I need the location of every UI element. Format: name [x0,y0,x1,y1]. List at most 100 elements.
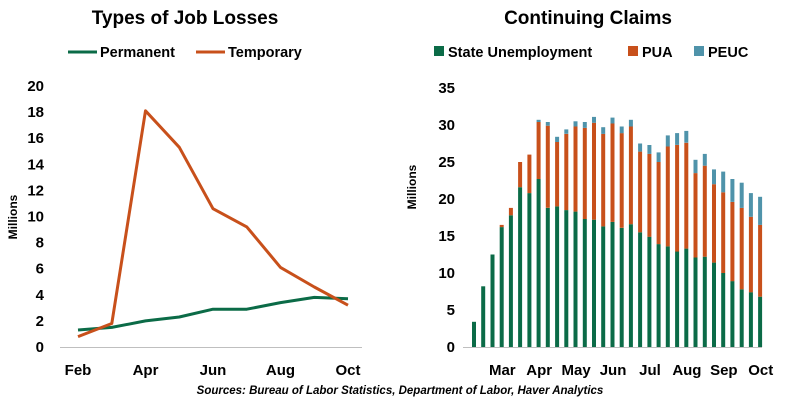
bar-segment-state-unemployment [518,187,523,347]
bar-segment-state-unemployment [675,251,680,347]
right-y-tick-label: 10 [438,265,455,282]
bar-segment-state-unemployment [638,232,643,347]
bar-segment-pua [702,165,707,257]
left-chart-title: Types of Job Losses [92,8,279,29]
bar-segment-pua [545,125,550,208]
legend-swatch-pua [628,46,638,56]
left-x-tick-label: Apr [133,362,159,379]
bar-segment-peuc [582,122,587,128]
right-x-tick-label: Aug [672,362,701,379]
bar-segment-peuc [592,116,596,123]
bar-segment-peuc [610,117,615,124]
bar-segment-state-unemployment [656,244,661,347]
bar-segment-pua [518,162,523,188]
legend-swatch-peuc [694,46,704,56]
bar-segment-state-unemployment [758,296,763,347]
left-y-tick-labels: 0 2 4 6 8 10 12 14 16 18 20 [27,78,44,356]
right-chart-title: Continuing Claims [504,8,672,29]
legend-label-pua: PUA [642,45,673,61]
left-x-tick-label: Feb [65,362,92,379]
bar-segment-state-unemployment [573,211,578,347]
bar-segment-state-unemployment [721,273,726,347]
right-x-tick-label: Jun [600,362,627,379]
bar-segment-peuc [702,153,707,166]
bar-segment-pua [499,224,504,228]
left-x-tick-label: Aug [266,362,295,379]
legend-label-permanent: Permanent [100,45,175,61]
left-y-tick-label: 2 [36,313,44,330]
bar-segment-peuc [619,126,624,134]
bar-segment-peuc [638,143,643,152]
bar-segment-state-unemployment [508,215,513,347]
bar-segment-peuc [564,129,569,134]
bar-segment-state-unemployment [712,262,716,347]
right-legend: State Unemployment PUA PEUC [434,45,749,61]
left-x-tick-labels: Feb Apr Jun Aug Oct [65,362,361,379]
right-x-tick-label: Sep [710,362,738,379]
left-y-tick-label: 20 [27,78,44,95]
right-y-tick-label: 5 [447,302,455,319]
bar-segment-state-unemployment [592,219,596,347]
bar-segment-peuc [730,179,735,202]
bar-segment-state-unemployment [536,179,541,347]
bar-segment-peuc [628,119,633,127]
left-y-tick-label: 0 [36,339,44,356]
bar-segment-state-unemployment [748,292,753,347]
legend-label-temporary: Temporary [228,45,302,61]
bar-segment-state-unemployment [481,286,486,347]
right-y-tick-label: 15 [438,228,455,245]
bar-segment-peuc [693,159,698,174]
left-y-tick-label: 4 [36,287,45,304]
right-y-axis-label: Millions [405,164,419,209]
right-x-tick-label: Mar [489,362,516,379]
bar-segment-pua [665,146,670,247]
series-line-permanent [77,295,349,332]
bar-segment-state-unemployment [739,289,744,347]
bar-segment-pua [508,207,513,216]
bar-segment-state-unemployment [610,221,615,347]
bar-segment-state-unemployment [693,257,698,347]
bar-segment-state-unemployment [730,281,735,347]
bar-segment-state-unemployment [619,227,624,347]
bar-segment-peuc [748,193,753,217]
bar-segment-peuc [647,145,652,154]
bar-segment-pua [748,216,753,293]
left-x-tick-label: Jun [200,362,227,379]
bar-segment-pua [601,133,606,227]
legend-swatch-state-unemployment [434,46,444,56]
left-x-tick-label: Oct [335,362,360,379]
bar-segment-state-unemployment [555,206,560,347]
bar-segment-pua [730,202,735,282]
bar-segment-pua [536,122,541,179]
bar-segment-state-unemployment [545,207,550,347]
left-y-tick-label: 8 [36,235,44,252]
bar-segment-pua [675,145,680,252]
bar-segment-pua [527,154,532,194]
bar-segment-peuc [739,182,744,208]
right-x-tick-label: May [562,362,592,379]
right-y-tick-label: 30 [438,117,455,134]
bar-segment-pua [628,126,633,225]
bar-segment-state-unemployment [499,227,504,347]
right-y-tick-labels: 0 5 10 15 20 25 30 35 [438,80,455,356]
bar-segment-peuc [573,121,578,127]
left-chart: Types of Job Losses Permanent Temporary … [6,8,362,379]
series-line-temporary [77,109,349,338]
bar-segment-state-unemployment [472,321,476,347]
right-plot-area [472,116,763,347]
legend-label-state-unemployment: State Unemployment [448,45,592,61]
bar-segment-peuc [555,136,560,142]
bar-segment-peuc [721,171,726,193]
bar-segment-peuc [545,122,550,126]
bar-segment-pua [564,133,569,211]
left-legend: Permanent Temporary [68,45,302,61]
source-note: Sources: Bureau of Labor Statistics, Dep… [196,385,604,397]
bar-segment-state-unemployment [601,226,606,347]
right-y-tick-label: 35 [438,80,455,97]
left-y-tick-label: 14 [27,156,44,173]
right-x-tick-label: Oct [748,362,773,379]
bar-segment-pua [573,126,578,212]
right-y-tick-label: 25 [438,154,455,171]
bar-segment-pua [555,142,560,207]
